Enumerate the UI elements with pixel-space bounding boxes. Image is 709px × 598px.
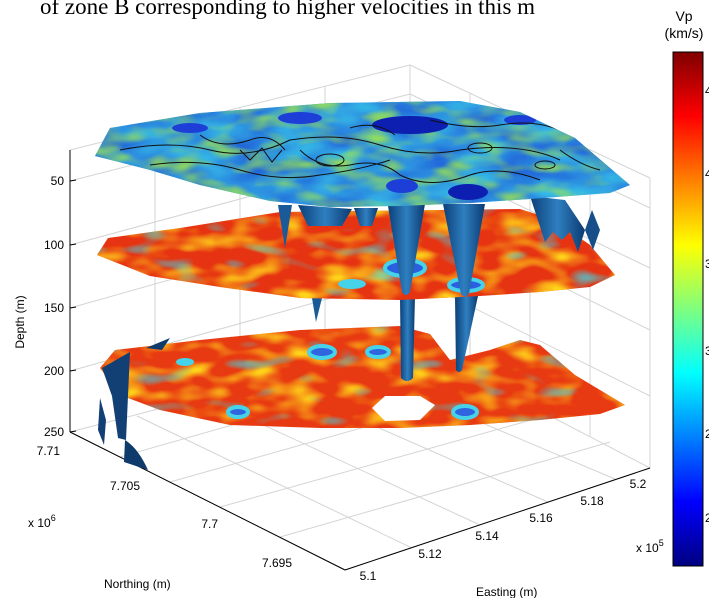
slice-shallow [95, 101, 630, 207]
y-tick-7.7: 7.7 [201, 517, 218, 531]
x-tick-5.2: 5.2 [630, 477, 647, 491]
x-tick-5.16: 5.16 [529, 511, 553, 525]
y-axis-label: Northing (m) [104, 577, 171, 591]
y-axis-exponent: x 106 [28, 513, 56, 530]
low-velocity-pipes-lower [98, 296, 478, 470]
colorbar-tick-5: 2 [705, 427, 709, 441]
colorbar-tick-6: 2 [705, 511, 709, 525]
colorbar-tick-2: 4 [705, 167, 709, 181]
x-axis-label: Easting (m) [476, 585, 537, 598]
z-tick-200: 200 [44, 364, 64, 378]
y-tick-7.695: 7.695 [262, 556, 292, 570]
x-tick-5.12: 5.12 [418, 547, 442, 561]
y-tick-7.705: 7.705 [110, 479, 140, 493]
x-axis: 5.1 5.12 5.14 5.16 5.18 5.2 x 105 Eastin… [360, 477, 664, 598]
z-axis-label: Depth (m) [13, 295, 27, 348]
low-velocity-pipes-upper [278, 196, 600, 297]
colorbar: 4 4 3 3 2 2 [672, 51, 709, 567]
axis-lines [69, 150, 651, 571]
colorbar-title: Vp (km/s) [658, 8, 709, 42]
colorbar-tick-1: 4 [705, 84, 709, 98]
y-axis: 7.71 7.705 7.7 7.695 x 106 Northing (m) [28, 444, 292, 591]
colorbar-ramp [672, 51, 704, 567]
x-tick-5.1: 5.1 [360, 569, 377, 583]
slice-deep [100, 326, 625, 428]
x-tick-5.14: 5.14 [475, 529, 499, 543]
z-tick-150: 150 [44, 301, 64, 315]
y-tick-7.71: 7.71 [37, 444, 61, 458]
colorbar-label: Vp [675, 8, 693, 24]
colorbar-unit: (km/s) [664, 25, 704, 41]
z-tick-250: 250 [44, 425, 64, 439]
colorbar-tick-3: 3 [705, 257, 709, 271]
colorbar-tick-4: 3 [705, 344, 709, 358]
slice-deep-hole [372, 396, 435, 421]
x-tick-5.18: 5.18 [580, 494, 604, 508]
z-tick-100: 100 [44, 238, 64, 252]
z-tick-50: 50 [51, 174, 65, 188]
z-axis: 50 100 150 200 250 Depth (m) [13, 174, 77, 439]
caption-text: of zone B corresponding to higher veloci… [40, 0, 536, 19]
x-axis-exponent: x 105 [636, 538, 664, 555]
